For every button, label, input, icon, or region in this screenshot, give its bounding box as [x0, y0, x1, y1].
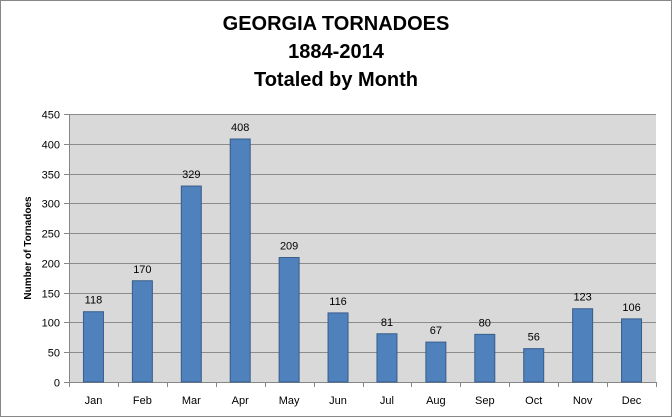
- data-label-jan: 118: [85, 295, 103, 307]
- y-tick-label: 150: [42, 289, 60, 301]
- x-tick-label-feb: Feb: [133, 395, 152, 407]
- bar-nov: [572, 308, 594, 383]
- chart-title: GEORGIA TORNADOES 1884-2014 Totaled by M…: [0, 10, 672, 94]
- y-tick-label: 300: [42, 199, 60, 211]
- x-tick-label-jan: Jan: [85, 395, 103, 407]
- data-label-jun: 116: [329, 296, 347, 308]
- data-label-sep: 80: [479, 317, 491, 329]
- chart-title-line-1: GEORGIA TORNADOES: [222, 13, 450, 35]
- labels: 0 50 100 150 200 250 300 350 400 450 118 Jan 170 Feb 3…: [42, 110, 642, 408]
- x-tick-label-oct: Oct: [525, 395, 542, 407]
- y-tick-label: 200: [42, 259, 60, 271]
- x-tick-label-nov: Nov: [573, 395, 593, 407]
- data-label-may: 209: [280, 241, 298, 253]
- data-label-dec: 106: [622, 302, 640, 314]
- chart-title-line-2: 1884-2014: [288, 41, 384, 63]
- y-tick-label: 350: [42, 170, 60, 182]
- data-label-nov: 123: [573, 292, 591, 304]
- y-tick-label: 50: [48, 348, 60, 360]
- data-label-feb: 170: [133, 264, 151, 276]
- bar-may: [278, 257, 300, 383]
- x-tick-label-may: May: [279, 395, 300, 407]
- data-label-oct: 56: [528, 332, 540, 344]
- y-tick-label: 0: [54, 378, 60, 390]
- data-label-apr: 408: [231, 122, 249, 134]
- x-tick-label-mar: Mar: [182, 395, 201, 407]
- gridlines: [69, 114, 656, 353]
- y-tick-label: 100: [42, 318, 60, 330]
- chart-title-line-3: Totaled by Month: [253, 69, 419, 91]
- bar-jan: [82, 311, 104, 383]
- data-label-mar: 329: [182, 169, 200, 181]
- bar-mar: [180, 185, 202, 383]
- x-tick-label-jul: Jul: [380, 395, 394, 407]
- y-axis-title: Number of Tornadoes: [23, 196, 34, 300]
- bar-jul: [376, 333, 398, 383]
- bar-sep: [474, 333, 496, 383]
- plot-area: [69, 114, 656, 382]
- data-label-jul: 81: [381, 317, 393, 329]
- bar-oct: [523, 348, 545, 383]
- y-tick-label: 400: [42, 140, 60, 152]
- y-tick-label: 450: [42, 110, 60, 122]
- axes: [64, 114, 657, 387]
- bar-apr: [229, 138, 251, 383]
- x-tick-label-jun: Jun: [329, 395, 347, 407]
- x-tick-label-apr: Apr: [232, 395, 249, 407]
- bar-aug: [425, 341, 447, 383]
- bar-jun: [327, 312, 349, 383]
- bars: [82, 138, 643, 383]
- x-tick-label-sep: Sep: [475, 395, 495, 407]
- x-tick-label-aug: Aug: [426, 395, 446, 407]
- x-tick-label-dec: Dec: [622, 395, 642, 407]
- data-label-aug: 67: [430, 325, 442, 337]
- bar-feb: [131, 280, 153, 383]
- bar-dec: [621, 318, 643, 383]
- y-tick-label: 250: [42, 229, 60, 241]
